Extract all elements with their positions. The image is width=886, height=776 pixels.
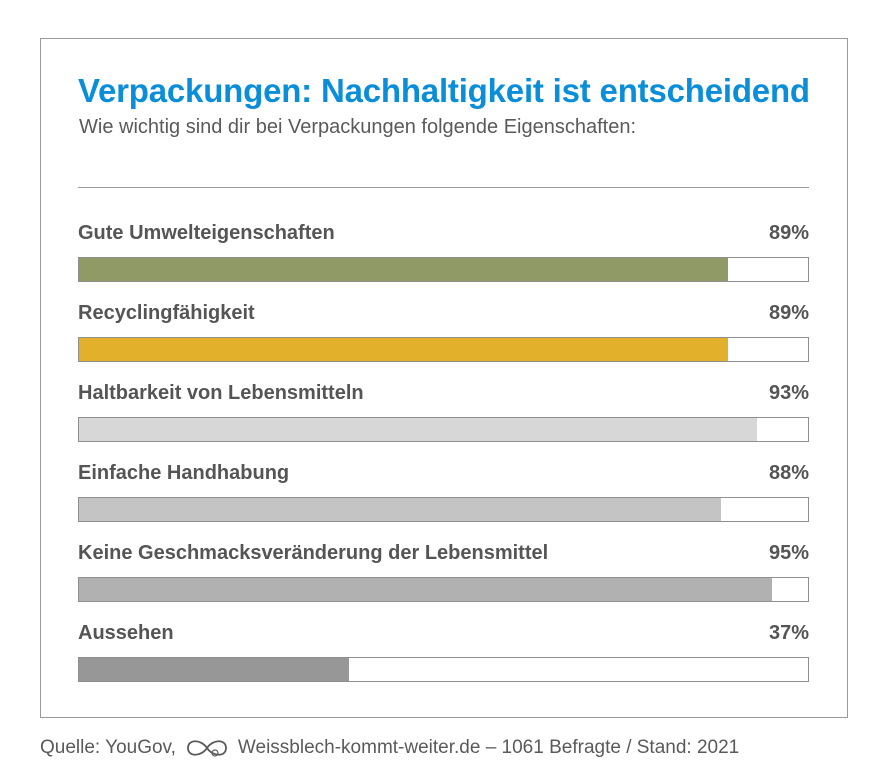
value-label: 88%: [768, 462, 809, 484]
category-label: Gute Umwelteigenschaften: [78, 222, 335, 244]
bar: [79, 658, 349, 681]
header-divider: [78, 187, 809, 188]
chart-title: Verpackungen: Nachhaltigkeit ist entsche…: [78, 72, 810, 109]
bar-row: Gute Umwelteigenschaften 89%: [78, 222, 809, 284]
source-note: Quelle: YouGov, Weissblech-kommt-weiter.…: [40, 736, 739, 760]
value-label: 89%: [768, 222, 809, 244]
bar-row: Aussehen 37%: [78, 622, 809, 684]
category-label: Haltbarkeit von Lebensmitteln: [78, 382, 364, 404]
category-label: Keine Geschmacksveränderung der Lebensmi…: [78, 542, 549, 564]
value-label: 89%: [768, 302, 809, 324]
bar-track: [78, 417, 809, 442]
source-prefix: Quelle: YouGov,: [40, 737, 176, 758]
category-label: Recyclingfähigkeit: [78, 302, 255, 324]
bar-row: Recyclingfähigkeit 89%: [78, 302, 809, 364]
category-label: Aussehen: [78, 622, 174, 644]
bar-row: Einfache Handhabung 88%: [78, 462, 809, 524]
bar-row: Keine Geschmacksveränderung der Lebensmi…: [78, 542, 809, 604]
infinity-loop-icon: [187, 740, 227, 757]
chart-frame: [40, 38, 848, 718]
bar: [79, 258, 728, 281]
value-label: 95%: [768, 542, 809, 564]
bar-track: [78, 577, 809, 602]
bar-track: [78, 657, 809, 682]
bar: [79, 338, 728, 361]
bar-track: [78, 497, 809, 522]
category-label: Einfache Handhabung: [78, 462, 290, 484]
bar: [79, 578, 772, 601]
source-suffix: Weissblech-kommt-weiter.de – 1061 Befrag…: [237, 737, 740, 758]
value-label: 37%: [768, 622, 809, 644]
bar-track: [78, 257, 809, 282]
bar: [79, 418, 757, 441]
bar: [79, 498, 721, 521]
chart-subtitle: Wie wichtig sind dir bei Verpackungen fo…: [79, 116, 637, 138]
bar-track: [78, 337, 809, 362]
value-label: 93%: [768, 382, 809, 404]
bar-row: Haltbarkeit von Lebensmitteln 93%: [78, 382, 809, 444]
